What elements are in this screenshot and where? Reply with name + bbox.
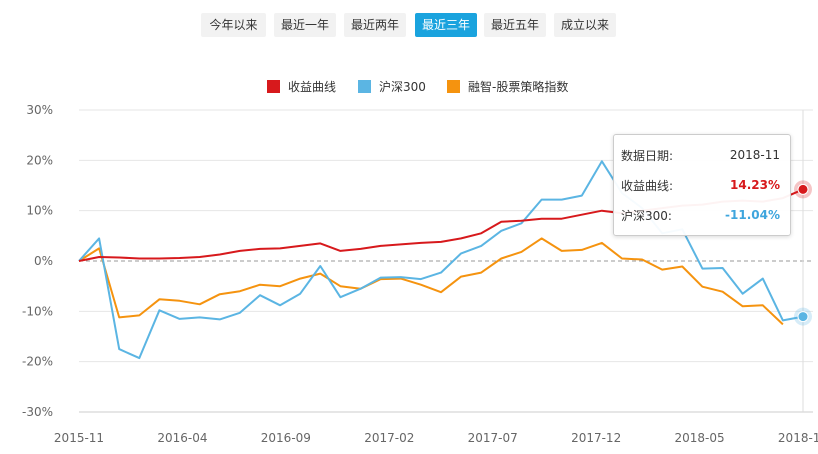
legend-label-return: 收益曲线 (288, 79, 337, 94)
tab-4[interactable]: 最近五年 (484, 13, 546, 37)
data-tooltip: 数据日期: 2018-11 收益曲线: 14.23% 沪深300: -11.04… (613, 134, 791, 236)
tooltip-index-value: -11.04% (725, 208, 780, 222)
tooltip-date-label: 数据日期: (621, 148, 674, 163)
tooltip-index-label: 沪深300: (621, 208, 672, 223)
tab-2[interactable]: 最近两年 (344, 13, 406, 37)
x-tick-label: 2017-12 (571, 431, 621, 445)
y-tick-label: -20% (22, 355, 53, 369)
x-tick-label: 2015-11 (54, 431, 104, 445)
y-tick-label: -10% (22, 304, 53, 318)
legend-label-strategy-index: 融智-股票策略指数 (468, 79, 569, 94)
legend-item-return[interactable]: 收益曲线 (267, 76, 336, 96)
legend-item-csi300[interactable]: 沪深300 (358, 76, 426, 96)
x-tick-label: 2018-10 (778, 431, 818, 445)
y-tick-label: 10% (26, 204, 53, 218)
tooltip-return-value: 14.23% (730, 178, 780, 192)
x-tick-label: 2016-09 (261, 431, 311, 445)
y-tick-label: -30% (22, 405, 53, 419)
x-axis-ticks: 2015-11 2016-04 2016-09 2017-02 2017-07 2017-… (54, 431, 818, 445)
series-line-2 (78, 237, 784, 326)
chart-legend: 收益曲线 沪深300 融智-股票策略指数 (0, 76, 818, 96)
tooltip-date-value: 2018-11 (729, 148, 780, 162)
period-tabs: 今年以来 最近一年 最近两年 最近三年 最近五年 成立以来 (0, 13, 818, 39)
legend-label-csi300: 沪深300 (379, 79, 426, 94)
tab-5[interactable]: 成立以来 (554, 13, 616, 37)
x-tick-label: 2018-05 (675, 431, 725, 445)
series-endpoint-1[interactable] (797, 311, 809, 323)
y-tick-label: 20% (26, 153, 53, 167)
tooltip-return-label: 收益曲线: (621, 178, 674, 193)
x-tick-label: 2017-07 (468, 431, 518, 445)
y-tick-label: 30% (26, 103, 53, 117)
tooltip-index-row: 沪深300: -11.04% (621, 206, 780, 224)
tab-0[interactable]: 今年以来 (201, 13, 266, 37)
legend-swatch-strategy-index (447, 79, 460, 93)
series-endpoint-0[interactable] (797, 183, 809, 195)
legend-swatch-csi300 (358, 79, 371, 93)
tab-1[interactable]: 最近一年 (274, 13, 336, 37)
tooltip-date-row: 数据日期: 2018-11 (621, 146, 780, 164)
tab-3[interactable]: 最近三年 (415, 13, 477, 37)
tooltip-return-row: 收益曲线: 14.23% (621, 176, 780, 194)
y-axis-ticks: 30% 20% 10% 0% -10% -20% -30% (22, 103, 53, 419)
y-tick-label: 0% (34, 254, 53, 268)
legend-swatch-return (267, 79, 280, 93)
x-tick-label: 2017-02 (364, 431, 414, 445)
x-tick-label: 2016-04 (157, 431, 207, 445)
legend-item-strategy-index[interactable]: 融智-股票策略指数 (447, 76, 568, 96)
